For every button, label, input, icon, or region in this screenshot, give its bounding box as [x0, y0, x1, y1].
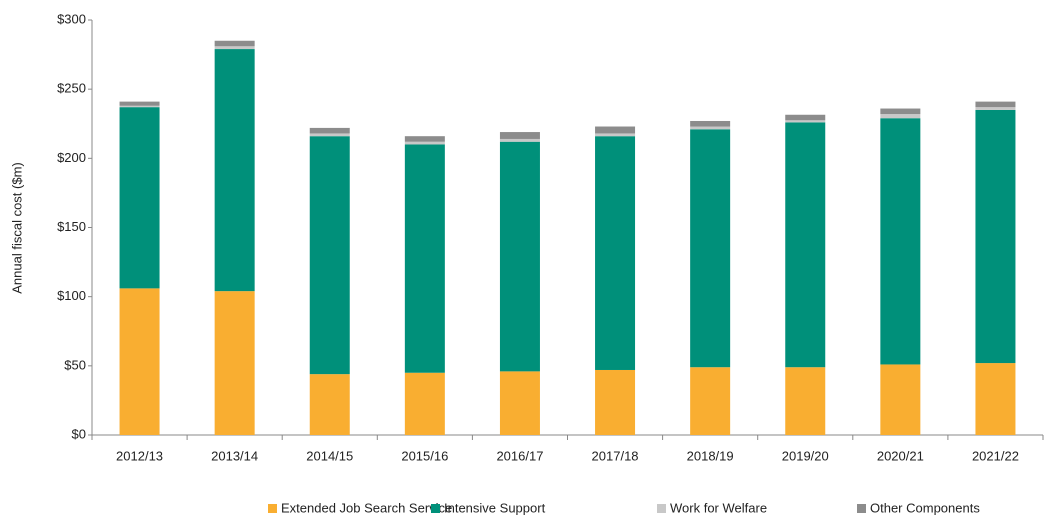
bar-segment [690, 126, 731, 130]
bar-segment [975, 101, 1016, 108]
bar-segment [404, 141, 445, 145]
bar-segment [880, 114, 921, 119]
bar-segment [214, 49, 255, 292]
bar-segment [404, 372, 445, 435]
bar-segment [690, 129, 731, 368]
y-tick-label: $50 [64, 357, 86, 372]
x-tick-label: 2013/14 [211, 448, 258, 463]
bar-segment [975, 363, 1016, 435]
x-tick-label: 2017/18 [592, 448, 639, 463]
x-tick-label: 2021/22 [972, 448, 1019, 463]
bar-segment [404, 136, 445, 142]
legend-label: Work for Welfare [670, 500, 767, 515]
bar-segment [214, 40, 255, 47]
y-axis-label: Annual fiscal cost ($m) [9, 162, 24, 294]
legend-label: Other Components [870, 500, 980, 515]
bar-segment [785, 114, 826, 121]
bar-segment [309, 127, 350, 134]
bar-segment [595, 136, 636, 370]
bar-segment [785, 122, 826, 368]
bar-segment [690, 120, 731, 127]
x-tick-label: 2012/13 [116, 448, 163, 463]
legend-label: Intensive Support [444, 500, 546, 515]
x-tick-label: 2020/21 [877, 448, 924, 463]
legend-swatch [657, 504, 666, 513]
y-tick-label: $0 [72, 426, 86, 441]
bar-segment [595, 133, 636, 137]
bar-segment [404, 144, 445, 373]
bar-segment [499, 132, 540, 139]
bar-segment [785, 120, 826, 123]
bar-segment [595, 126, 636, 134]
bar-segment [119, 288, 160, 435]
bar-segment [499, 371, 540, 435]
x-tick-label: 2016/17 [496, 448, 543, 463]
bar-segment [309, 133, 350, 137]
bar-segment [880, 108, 921, 115]
x-tick-label: 2019/20 [782, 448, 829, 463]
bar-segment [119, 101, 160, 106]
y-tick-label: $250 [57, 81, 86, 96]
bar-segment [119, 105, 160, 108]
y-tick-label: $300 [57, 11, 86, 26]
bar-segment [880, 118, 921, 365]
bar-segment [975, 109, 1016, 364]
y-tick-label: $100 [57, 288, 86, 303]
y-tick-label: $150 [57, 219, 86, 234]
bar-segment [309, 374, 350, 435]
bar-segment [119, 107, 160, 289]
bar-segment [499, 138, 540, 142]
bar-segment [880, 364, 921, 435]
legend-swatch [268, 504, 277, 513]
x-tick-label: 2018/19 [687, 448, 734, 463]
bar-segment [690, 367, 731, 435]
x-tick-label: 2015/16 [401, 448, 448, 463]
legend-label: Extended Job Search Service [281, 500, 452, 515]
bar-segment [214, 46, 255, 50]
legend-swatch [857, 504, 866, 513]
y-tick-label: $200 [57, 150, 86, 165]
legend-swatch [431, 504, 440, 513]
bar-segment [595, 369, 636, 435]
bar-segment [785, 367, 826, 435]
bar-segment [309, 136, 350, 375]
bar-segment [214, 291, 255, 435]
bar-segment [975, 107, 1016, 110]
x-tick-label: 2014/15 [306, 448, 353, 463]
bar-segment [499, 141, 540, 372]
